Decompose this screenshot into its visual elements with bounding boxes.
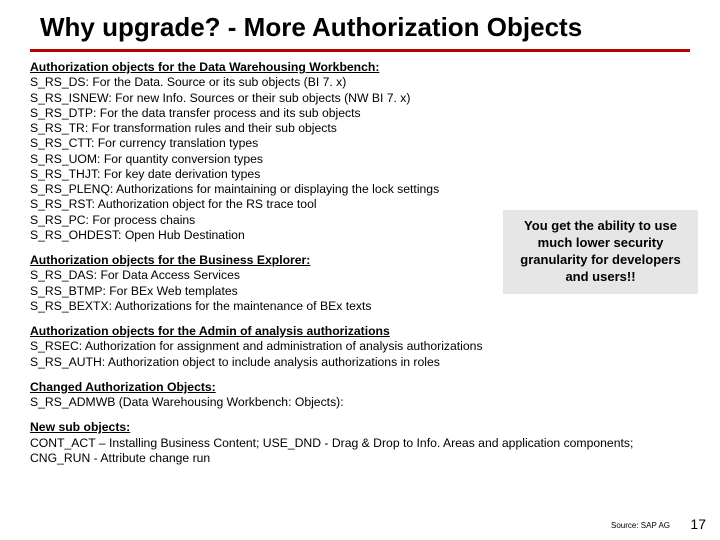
line: S_RS_TR: For transformation rules and th…	[30, 121, 690, 136]
line: S_RS_AUTH: Authorization object to inclu…	[30, 355, 690, 370]
line: S_RS_DTP: For the data transfer process …	[30, 106, 690, 121]
section-head-bex: Authorization objects for the Business E…	[30, 253, 460, 268]
section-head-newsub: New sub objects:	[30, 420, 690, 435]
source-label: Source: SAP AG	[611, 521, 670, 530]
line: S_RS_ISNEW: For new Info. Sources or the…	[30, 91, 690, 106]
section-bex: Authorization objects for the Business E…	[30, 253, 460, 314]
line: S_RS_PLENQ: Authorizations for maintaini…	[30, 182, 690, 197]
slide: Why upgrade? - More Authorization Object…	[0, 0, 720, 540]
line: S_RS_CTT: For currency translation types	[30, 136, 690, 151]
line: S_RS_DAS: For Data Access Services	[30, 268, 460, 283]
line: S_RS_ADMWB (Data Warehousing Workbench: …	[30, 395, 690, 410]
section-head-dw: Authorization objects for the Data Wareh…	[30, 60, 690, 75]
title-rule	[30, 49, 690, 52]
section-newsub: New sub objects: CONT_ACT – Installing B…	[30, 420, 690, 466]
callout-box: You get the ability to use much lower se…	[503, 210, 698, 294]
line: S_RS_DS: For the Data. Source or its sub…	[30, 75, 690, 90]
slide-title: Why upgrade? - More Authorization Object…	[0, 0, 720, 49]
page-number: 17	[690, 516, 706, 532]
line: S_RS_UOM: For quantity conversion types	[30, 152, 690, 167]
line: S_RSEC: Authorization for assignment and…	[30, 339, 690, 354]
line: S_RS_BEXTX: Authorizations for the maint…	[30, 299, 460, 314]
section-admin: Authorization objects for the Admin of a…	[30, 324, 690, 370]
section-changed: Changed Authorization Objects: S_RS_ADMW…	[30, 380, 690, 411]
line: CONT_ACT – Installing Business Content; …	[30, 436, 690, 467]
line: S_RS_THJT: For key date derivation types	[30, 167, 690, 182]
section-head-admin: Authorization objects for the Admin of a…	[30, 324, 690, 339]
line: S_RS_BTMP: For BEx Web templates	[30, 284, 460, 299]
section-head-changed: Changed Authorization Objects:	[30, 380, 690, 395]
